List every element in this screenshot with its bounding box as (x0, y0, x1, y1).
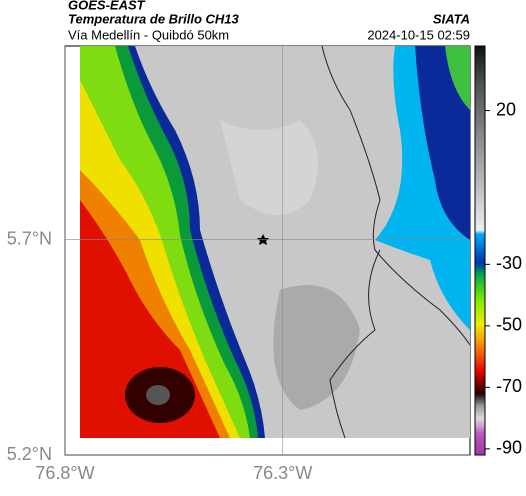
y-tick-label: 5.7°N (7, 228, 52, 248)
colorbar-label: -50 (496, 315, 522, 335)
colorbar-label: -30 (496, 253, 522, 273)
timestamp: 2024-10-15 02:59 (367, 27, 470, 42)
source: GOES-EAST (68, 0, 146, 12)
x-tick-label: 76.3°W (253, 463, 312, 483)
title: Temperatura de Brillo CH13 (68, 11, 240, 26)
colorbar-label: 20 (496, 99, 516, 119)
colorbar-label: -70 (496, 376, 522, 396)
x-tick-label: 76.8°W (35, 463, 94, 483)
map-image (64, 45, 471, 456)
org: SIATA (433, 11, 470, 26)
colorbar (474, 45, 486, 456)
y-tick-label: 5.2°N (7, 444, 52, 464)
colorbar-label: -90 (496, 438, 522, 458)
subtitle: Vía Medellín - Quibdó 50km (68, 27, 229, 42)
